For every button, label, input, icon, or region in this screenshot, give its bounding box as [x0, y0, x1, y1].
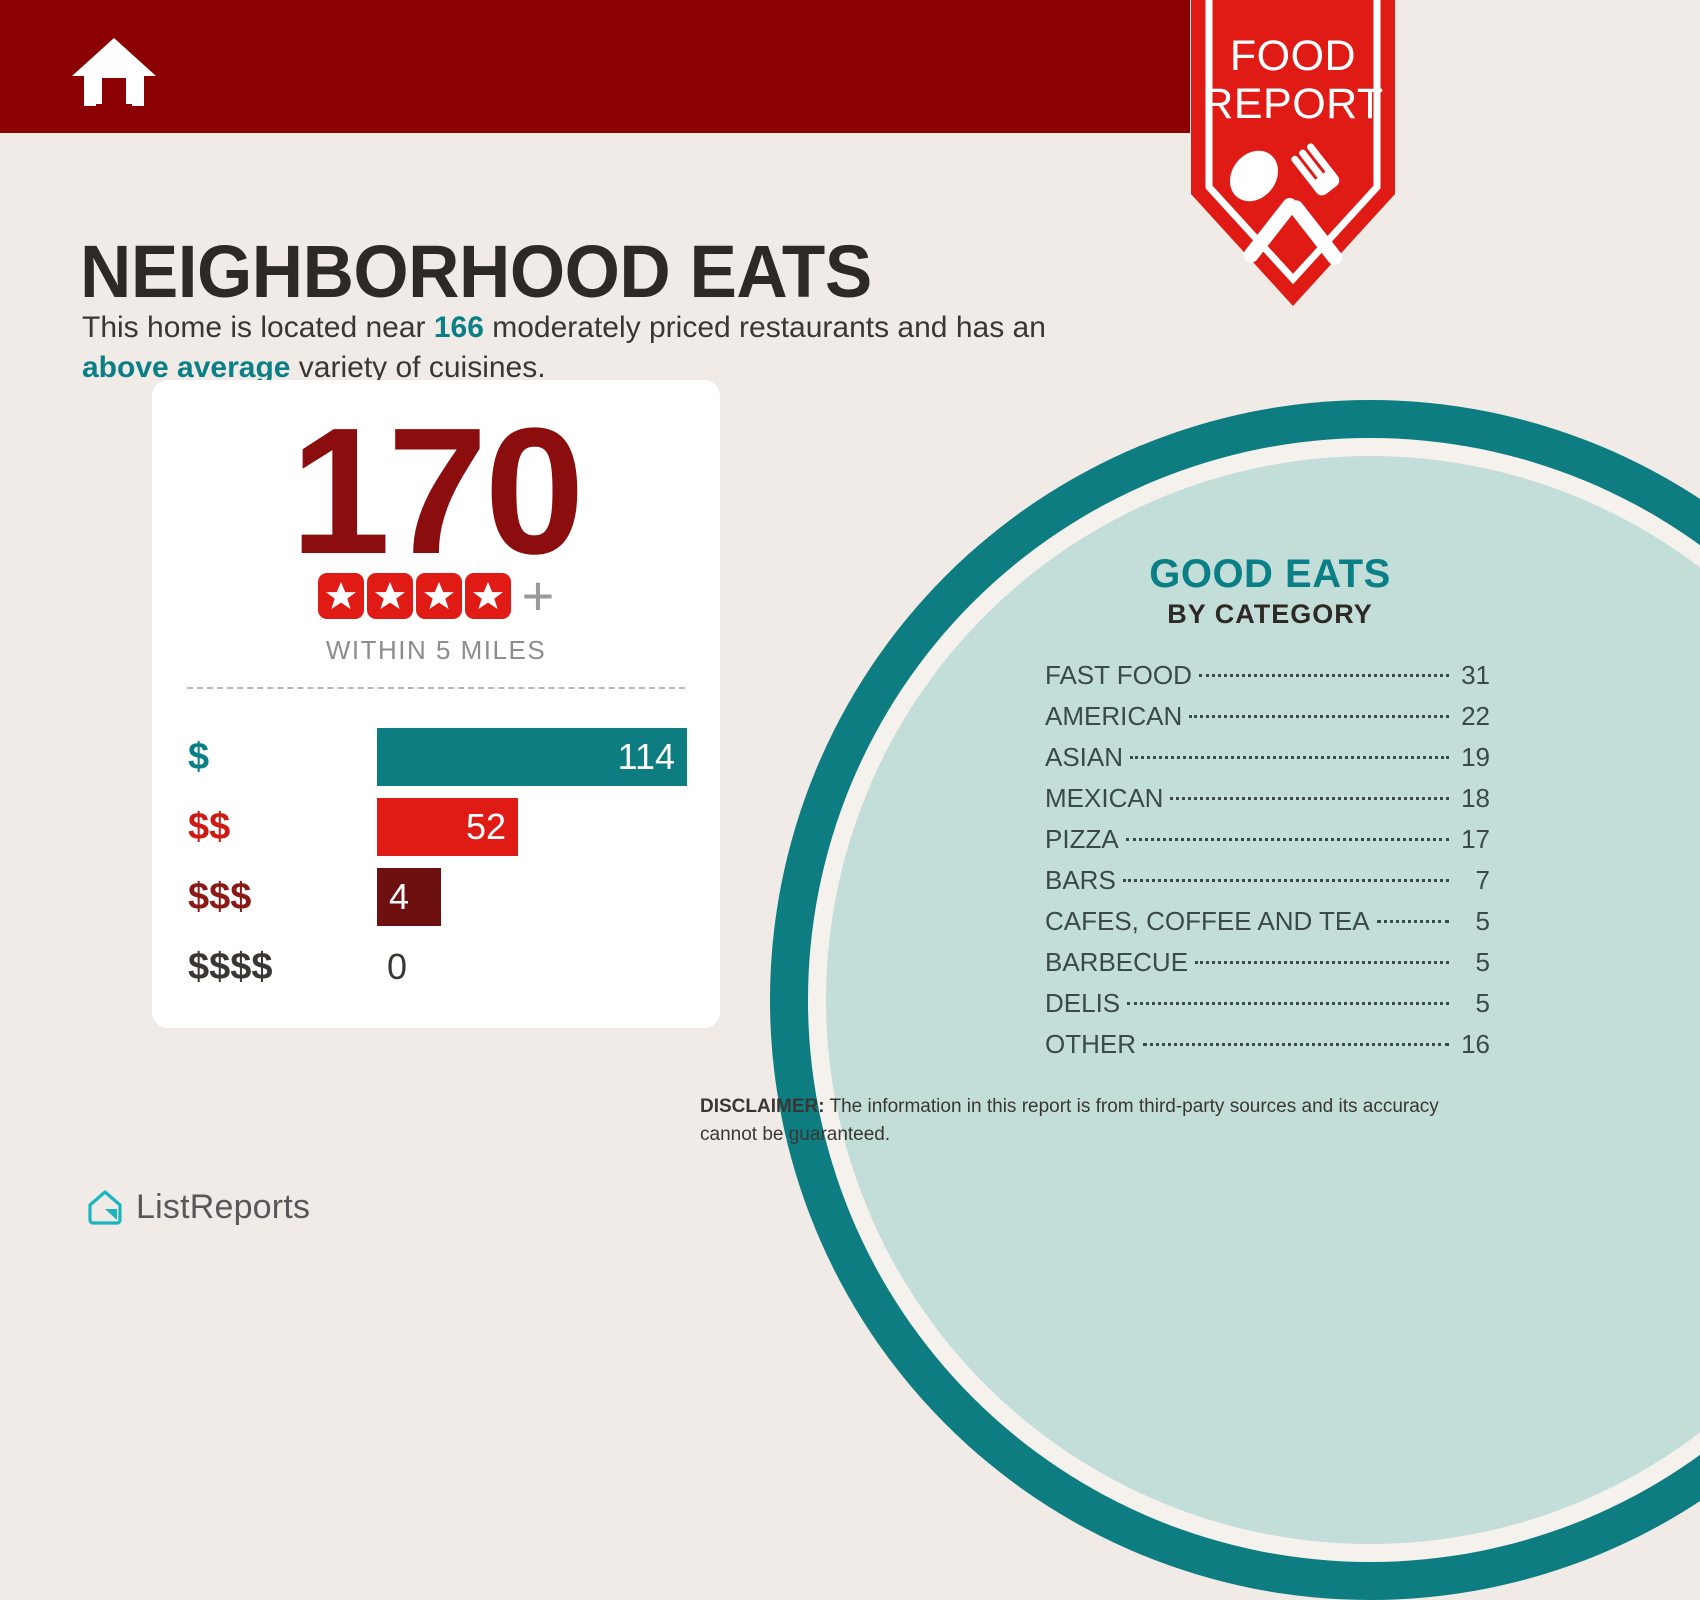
category-row: MEXICAN 18	[1045, 778, 1490, 819]
subtitle-part-3: variety of cuisines.	[290, 350, 546, 384]
category-leader-dots	[1170, 797, 1449, 800]
disclaimer: DISCLAIMER: The information in this repo…	[700, 1093, 1490, 1148]
category-row: OTHER 16	[1045, 1024, 1490, 1065]
category-name: DELIS	[1045, 988, 1121, 1018]
good-eats-category-list: FAST FOOD 31 AMERICAN 22 ASIAN 19 MEXICAN 18 PIZ…	[1045, 655, 1490, 1065]
bar-category-label: $$$$	[188, 946, 273, 988]
category-row: DELIS 5	[1045, 983, 1490, 1024]
category-row: BARBECUE 5	[1045, 942, 1490, 983]
listreports-house-icon	[86, 1189, 124, 1227]
category-leader-dots	[1125, 838, 1449, 841]
bar-fill: 4	[377, 868, 441, 926]
food-report-badge	[1113, 0, 1473, 312]
bar-row: $114	[152, 723, 720, 791]
category-row: AMERICAN 22	[1045, 696, 1490, 737]
category-value: 19	[1461, 742, 1490, 772]
subtitle-variety: above average	[82, 350, 291, 384]
star-rating: +	[152, 564, 720, 628]
good-eats-heading-group: GOOD EATS BY CATEGORY	[1050, 552, 1490, 630]
restaurant-stats-card: 170 + WITHIN 5 MILES $114 $$ 52 $$$ 4 $$$$ 0	[152, 380, 720, 1028]
category-name: MEXICAN	[1045, 783, 1164, 813]
bar-fill: 52	[377, 798, 518, 856]
bar-category-label: $	[188, 736, 210, 778]
good-eats-subtitle: BY CATEGORY	[1167, 599, 1373, 629]
category-leader-dots	[1127, 1002, 1449, 1005]
category-value: 5	[1475, 947, 1490, 977]
category-value: 5	[1475, 906, 1490, 936]
category-name: CAFES, COFFEE AND TEA	[1045, 906, 1370, 936]
category-name: BARS	[1045, 865, 1116, 895]
spoon-fork-icon	[1229, 143, 1343, 266]
star-icon	[366, 573, 413, 619]
bar-fill: 114	[377, 728, 687, 786]
bar-track: 4	[377, 868, 441, 926]
category-value: 7	[1475, 865, 1490, 895]
star-icon	[317, 573, 364, 619]
listreports-brand: ListReports	[86, 1188, 310, 1227]
category-leader-dots	[1195, 961, 1449, 964]
star-icon	[415, 573, 462, 619]
category-row: BARS 7	[1045, 860, 1490, 901]
category-value: 31	[1461, 660, 1490, 690]
header-bar	[0, 0, 1190, 133]
category-row: PIZZA 17	[1045, 819, 1490, 860]
subtitle-part-1: This home is located near	[82, 311, 434, 344]
category-name: FAST FOOD	[1045, 660, 1192, 690]
category-leader-dots	[1376, 920, 1449, 923]
disclaimer-label: DISCLAIMER:	[700, 1096, 825, 1117]
subtitle-part-2: moderately priced restaurants and has an	[483, 311, 1046, 344]
category-name: ASIAN	[1045, 742, 1124, 772]
card-divider	[187, 687, 685, 689]
category-value: 18	[1461, 783, 1490, 813]
bar-row: $$$ 4	[152, 863, 720, 931]
category-leader-dots	[1189, 715, 1449, 718]
bar-category-label: $$	[188, 806, 231, 848]
page-subtitle: This home is located near 166 moderately…	[82, 308, 1102, 388]
category-row: ASIAN 19	[1045, 737, 1490, 778]
category-leader-dots	[1198, 674, 1449, 677]
star-icon	[464, 573, 511, 619]
category-name: AMERICAN	[1045, 701, 1183, 731]
bar-category-label: $$$	[188, 876, 252, 918]
subtitle-count: 166	[433, 311, 484, 344]
category-row: CAFES, COFFEE AND TEA 5	[1045, 901, 1490, 942]
price-tier-bar-chart: $114 $$ 52 $$$ 4 $$$$ 0	[152, 723, 720, 1003]
category-leader-dots	[1143, 1043, 1449, 1046]
bar-row: $$$$ 0	[152, 933, 720, 1001]
disclaimer-text: The information in this report is from t…	[700, 1096, 1439, 1145]
category-leader-dots	[1122, 879, 1449, 882]
category-value: 5	[1475, 988, 1490, 1018]
category-name: BARBECUE	[1045, 947, 1189, 977]
bar-zero-value: 0	[387, 946, 408, 987]
category-name: PIZZA	[1045, 824, 1119, 854]
listreports-wordmark: ListReports	[136, 1188, 311, 1226]
within-distance-label: WITHIN 5 MILES	[325, 635, 547, 665]
bar-track: 0	[377, 938, 407, 996]
category-row: FAST FOOD 31	[1045, 655, 1490, 696]
bar-track: 52	[377, 798, 518, 856]
restaurant-count: 170	[290, 391, 584, 592]
category-name: OTHER	[1045, 1029, 1136, 1059]
bar-row: $$ 52	[152, 793, 720, 861]
category-value: 16	[1461, 1029, 1490, 1059]
bar-track: 114	[377, 728, 687, 786]
category-leader-dots	[1130, 756, 1449, 759]
category-value: 17	[1461, 824, 1490, 854]
category-value: 22	[1461, 701, 1490, 731]
home-icon	[70, 36, 158, 108]
good-eats-title: GOOD EATS	[1149, 552, 1391, 596]
plus-sign: +	[521, 564, 555, 628]
page-title: NEIGHBORHOOD EATS	[80, 229, 872, 313]
